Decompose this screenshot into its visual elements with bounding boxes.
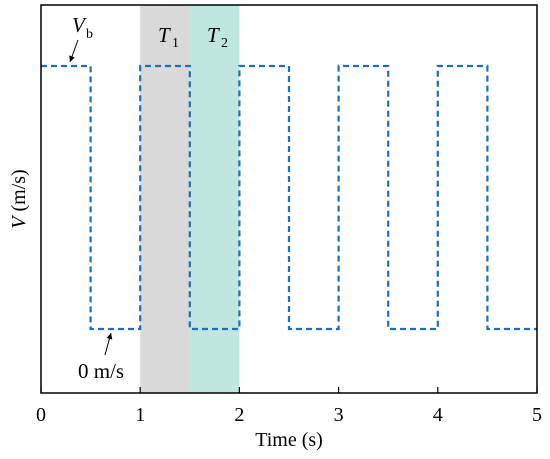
y-axis-title-unit: (m/s) [8,169,30,216]
annotation-vb-symbol: V [72,13,87,37]
region-label-t1-subscript: 1 [172,36,179,51]
annotation-zero-arrow [104,332,113,356]
shaded-region-t2 [189,5,240,393]
annotation-zero-text: 0 m/s [78,359,124,383]
shaded-region-t1 [140,5,190,393]
y-axis-title: V (m/s) [8,169,30,228]
annotation-vb: V b [69,13,93,63]
x-axis-title: Time (s) [255,429,323,451]
region-label-t1-symbol: T [158,23,171,47]
x-tick-label: 2 [234,404,244,426]
plot-frame [40,4,538,394]
x-tick-label: 0 [36,404,46,426]
region-label-t2-subscript: 2 [221,36,228,51]
annotation-zero: 0 m/s [78,332,124,383]
annotation-vb-subscript: b [86,27,93,42]
region-label-t1: T 1 [158,23,179,51]
annotation-vb-arrow [69,39,79,63]
series-layer [41,64,537,331]
y-axis-title-symbol: V [8,214,30,229]
series-line-1 [41,64,537,331]
x-tick-label: 3 [334,404,344,426]
x-tick-label: 5 [532,404,542,426]
x-tick-label: 1 [135,404,145,426]
x-tick-label: 4 [433,404,443,426]
region-label-t2-symbol: T [207,23,220,47]
region-label-t2: T 2 [207,23,228,51]
x-axis-ticks: 0 1 2 3 4 5 [36,387,542,426]
shaded-regions [140,5,240,393]
